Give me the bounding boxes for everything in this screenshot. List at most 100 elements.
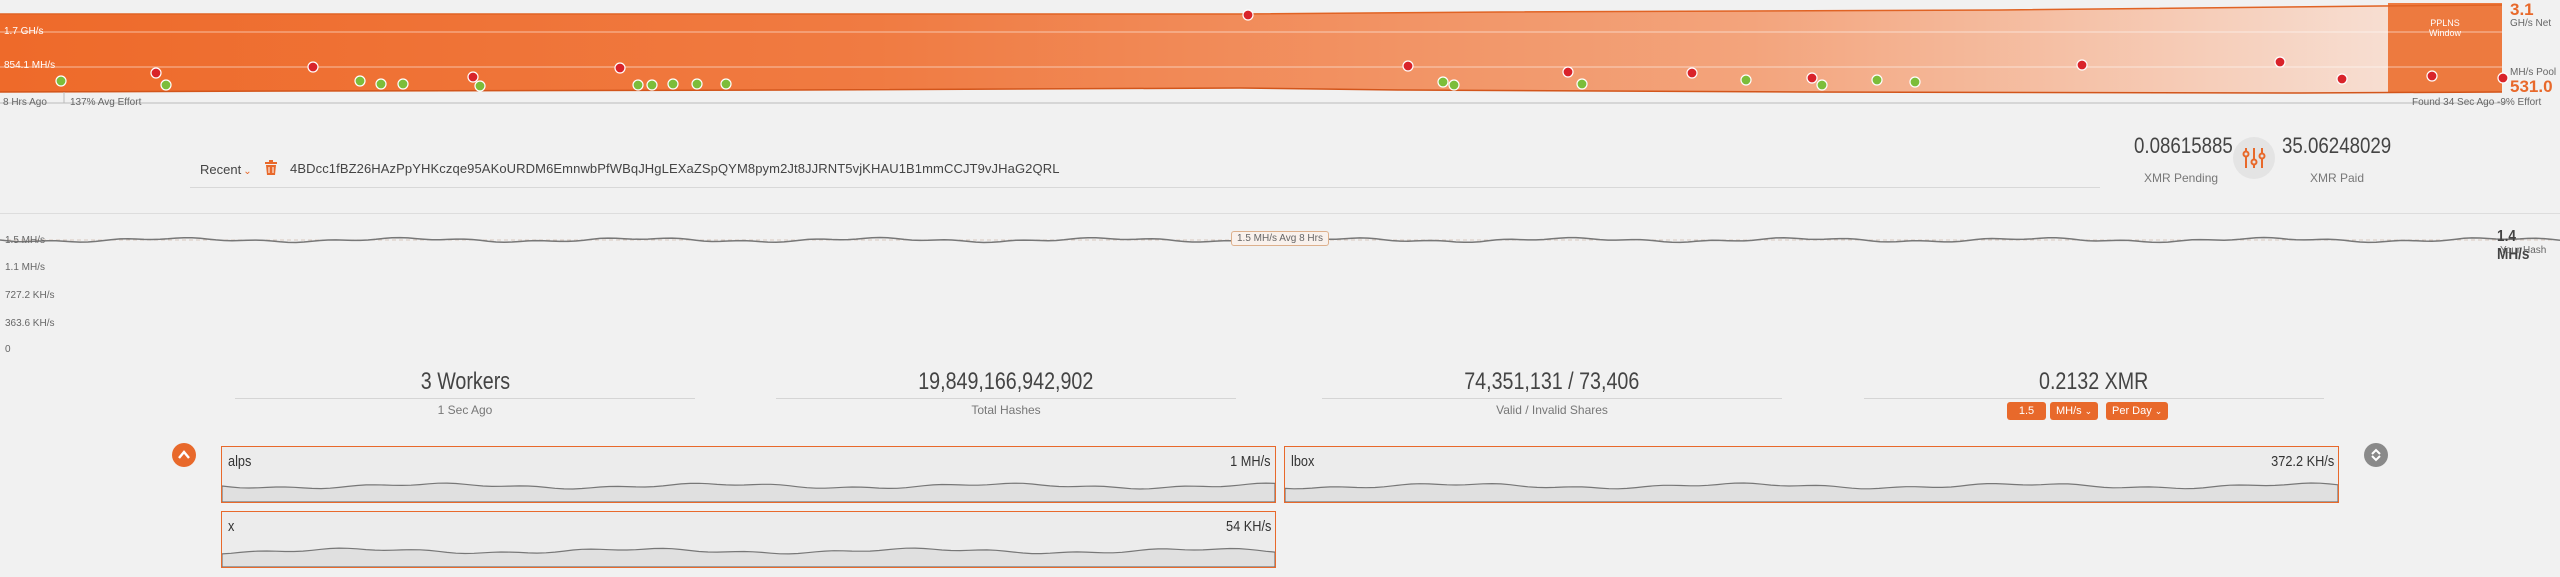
- chevron-down-icon: ⌄: [2154, 405, 2163, 416]
- pool-hashrate-value: 531.0: [2510, 77, 2553, 96]
- worker-name: alps: [228, 453, 252, 470]
- workers-updated: 1 Sec Ago: [437, 403, 493, 417]
- found-block-label: Found 34 Sec Ago: [2412, 97, 2495, 108]
- total-hashes-value: 19,849,166,942,902: [918, 368, 1094, 395]
- xmr-estimate-value: 0.2132 XMR: [2039, 368, 2149, 395]
- worker-name: lbox: [1291, 453, 1315, 470]
- worker-card[interactable]: lbox 372.2 KH/s: [1284, 446, 2339, 503]
- block-marker[interactable]: [2497, 72, 2509, 84]
- shares-label: Valid / Invalid Shares: [1496, 403, 1608, 417]
- calc-period-select[interactable]: Per Day ⌄: [2106, 402, 2169, 420]
- net-hashrate-unit: GH/s Net: [2510, 18, 2552, 29]
- calc-unit-value: MH/s: [2056, 405, 2082, 417]
- your-hash-value: 1.4 MH/s: [2497, 228, 2530, 263]
- share-marker[interactable]: [1871, 74, 1883, 86]
- trash-icon[interactable]: [264, 160, 278, 176]
- calc-unit-select[interactable]: MH/s ⌄: [2050, 402, 2099, 420]
- address-underline: [190, 187, 2100, 188]
- worker-hashrate: 1 MH/s: [1230, 453, 1271, 470]
- xmr-paid-value: 35.06248029: [2282, 133, 2392, 158]
- xmr-paid-label: XMR Paid: [2310, 171, 2365, 185]
- share-marker[interactable]: [720, 78, 732, 90]
- block-markers: [55, 9, 2509, 92]
- share-marker[interactable]: [667, 78, 679, 90]
- share-marker[interactable]: [397, 78, 409, 90]
- sliders-icon: [2242, 148, 2266, 168]
- block-marker[interactable]: [2274, 56, 2286, 68]
- wallet-address[interactable]: 4BDcc1fBZ26HAzPpYHKczqe95AKoURDM6EmnwbPf…: [290, 161, 1060, 176]
- block-marker[interactable]: [307, 61, 319, 73]
- recent-dropdown[interactable]: Recent ⌄: [200, 162, 252, 177]
- hash-tick-3: 727.2 KH/s: [5, 290, 55, 301]
- shares-value: 74,351,131 / 73,406: [1464, 368, 1640, 395]
- share-marker[interactable]: [1740, 74, 1752, 86]
- hash-tick-4: 363.6 KH/s: [5, 318, 55, 329]
- block-marker[interactable]: [1686, 67, 1698, 79]
- avg-effort-label: 137% Avg Effort: [70, 97, 142, 108]
- sort-icon: [2371, 448, 2381, 462]
- total-hashes-label: Total Hashes: [971, 403, 1041, 417]
- share-marker[interactable]: [1576, 78, 1588, 90]
- pplns-label-line2: Window: [2428, 28, 2461, 38]
- share-marker[interactable]: [474, 80, 486, 92]
- share-marker[interactable]: [691, 78, 703, 90]
- pplns-label-line1: PPLNS: [2430, 18, 2460, 28]
- block-marker[interactable]: [1806, 72, 1818, 84]
- pool-x-start-label: 8 Hrs Ago: [3, 97, 47, 108]
- hash-tick-5: 0: [5, 344, 11, 355]
- share-marker[interactable]: [160, 79, 172, 91]
- xmr-pending-value: 0.08615885: [2134, 133, 2233, 158]
- pool-y-label-top: 1.7 GH/s: [4, 26, 44, 37]
- sort-workers-button[interactable]: [2364, 443, 2388, 467]
- share-marker[interactable]: [632, 79, 644, 91]
- effort-right-label: -9% Effort: [2497, 97, 2542, 108]
- pplns-window-area: [2388, 3, 2502, 92]
- share-marker[interactable]: [1448, 79, 1460, 91]
- share-marker[interactable]: [55, 75, 67, 87]
- block-marker[interactable]: [1402, 60, 1414, 72]
- recent-label: Recent: [200, 162, 242, 177]
- chevron-down-icon: ⌄: [2084, 405, 2093, 416]
- calc-hashrate-input[interactable]: 1.5: [2007, 402, 2046, 420]
- pool-hashrate-unit: MH/s Pool: [2510, 67, 2557, 78]
- worker-card[interactable]: x 54 KH/s: [221, 511, 1276, 568]
- pplns-window-label: PPLNS Window: [2388, 18, 2502, 38]
- total-hashes-stat: 19,849,166,942,902 Total Hashes: [776, 368, 1236, 417]
- block-marker[interactable]: [2076, 59, 2088, 71]
- hashrate-chart-area: [0, 213, 2560, 363]
- worker-card[interactable]: alps 1 MH/s: [221, 446, 1276, 503]
- worker-sparkline: [222, 547, 1275, 567]
- pool-y-label-mid: 854.1 MH/s: [4, 60, 56, 71]
- pool-hashrate-chart: [0, 3, 2510, 104]
- share-marker[interactable]: [375, 78, 387, 90]
- share-marker[interactable]: [354, 75, 366, 87]
- worker-name: x: [228, 518, 235, 535]
- worker-sparkline: [1285, 482, 2338, 502]
- share-marker[interactable]: [1909, 76, 1921, 88]
- net-hashrate-value: 3.1: [2510, 0, 2534, 19]
- settings-button[interactable]: [2233, 137, 2275, 179]
- share-marker[interactable]: [1816, 79, 1828, 91]
- block-marker[interactable]: [1562, 66, 1574, 78]
- block-marker[interactable]: [2336, 73, 2348, 85]
- pool-area: [0, 5, 2502, 93]
- block-marker[interactable]: [467, 71, 479, 83]
- xmr-pending-label: XMR Pending: [2144, 171, 2219, 185]
- calc-period-value: Per Day: [2112, 405, 2152, 417]
- block-marker[interactable]: [614, 62, 626, 74]
- block-marker[interactable]: [150, 67, 162, 79]
- chevron-up-icon: [178, 450, 190, 459]
- shares-stat: 74,351,131 / 73,406 Valid / Invalid Shar…: [1322, 368, 1782, 417]
- block-marker[interactable]: [2426, 70, 2438, 82]
- chevron-down-icon: ⌄: [243, 166, 252, 177]
- collapse-workers-button[interactable]: [172, 443, 196, 467]
- avg-hashrate-badge: 1.5 MH/s Avg 8 Hrs: [1231, 231, 1329, 246]
- hash-tick-1: 1.5 MH/s: [5, 235, 46, 246]
- xmr-estimate-stat: 0.2132 XMR: [1864, 368, 2324, 403]
- block-marker[interactable]: [1242, 9, 1254, 21]
- your-hash-label: Your Hash: [2500, 245, 2547, 256]
- share-marker[interactable]: [1437, 76, 1449, 88]
- share-marker[interactable]: [646, 79, 658, 91]
- worker-hashrate: 54 KH/s: [1225, 518, 1271, 535]
